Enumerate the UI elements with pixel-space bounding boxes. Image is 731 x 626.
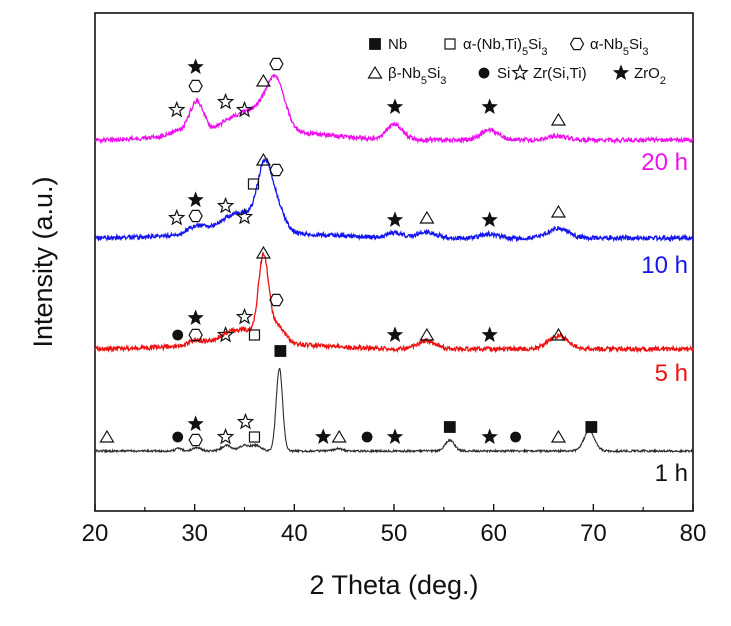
marker-20h-filled-star-2 [187,58,204,74]
marker-1h-filled-square-7 [274,345,287,357]
marker-5h-open-star-3 [216,325,235,343]
legend-label-2: α-Nb5Si3 [590,36,648,58]
marker-1h-filled-star-3 [187,415,204,431]
x-tick-label-70: 70 [580,520,607,547]
legend-symbol-open-triangle [367,65,383,79]
marker-1h-filled-star-13 [481,428,498,444]
x-tick-label-20: 20 [82,520,109,547]
marker-20h-open-star-0 [167,100,186,118]
marker-1h-filled-circle-10 [361,431,373,443]
legend: Nb α-(Nb,Ti)5Si3 α-Nb5Si3 β-Nb5Si3 Si Zr(Si,T… [367,36,666,87]
marker-1h-open-triangle-9 [331,429,347,443]
marker-1h-open-star-5 [236,412,255,430]
series-label-5h: 5 h [655,360,688,387]
series-line-10h [94,157,694,243]
x-tick-label-60: 60 [480,520,507,547]
marker-20h-filled-star-8 [481,98,498,114]
marker-5h-open-star-4 [235,307,254,325]
series-line-20h [94,73,694,145]
legend-label-6: ZrO2 [634,65,666,87]
marker-1h-filled-square-16 [585,421,598,433]
marker-1h-filled-circle-1 [172,431,184,443]
marker-1h-open-triangle-15 [550,429,567,443]
marker-10h-open-triangle-9 [419,210,435,224]
x-tick-label-50: 50 [381,520,408,547]
legend-label-4: Si [497,65,510,82]
marker-5h-filled-star-8 [386,326,404,342]
legend-label-1: α-(Nb,Ti)5Si3 [463,36,548,58]
marker-20h-open-hexagon-6 [269,57,284,71]
legend-symbol-filled-star [612,64,630,80]
marker-10h-open-star-0 [167,208,186,226]
marker-5h-filled-star-2 [187,309,204,325]
marker-20h-open-star-3 [216,92,235,110]
legend-symbol-open-square [444,38,456,50]
x-axis-title: 2 Theta (deg.) [309,570,478,600]
series-label-10h: 10 h [641,252,688,279]
marker-10h-open-square-5 [247,178,260,190]
legend-label-5: Zr(Si,Ti) [533,65,587,82]
x-axis: 20 30 40 50 60 70 80 [82,504,707,547]
x-tick-label-40: 40 [281,520,308,547]
marker-5h-filled-circle-0 [172,329,184,341]
series-line-1h [94,368,694,454]
marker-20h-filled-star-7 [386,98,404,114]
marker-5h-open-square-5 [248,329,261,341]
xrd-curves: 1 h 5 h 10 h 20 h [94,73,694,487]
marker-1h-filled-square-12 [443,421,456,433]
marker-10h-filled-star-2 [187,191,204,207]
marker-20h-open-star-4 [235,100,254,118]
legend-symbol-open-hexagon [569,37,585,51]
y-axis-title: Intensity (a.u.) [28,176,58,347]
marker-10h-open-triangle-11 [550,204,567,218]
x-tick-label-80: 80 [680,520,707,547]
marker-5h-open-triangle-6 [255,245,271,259]
marker-5h-open-triangle-11 [550,327,567,341]
marker-10h-open-star-3 [216,196,235,214]
marker-20h-open-triangle-5 [255,73,271,87]
marker-5h-open-triangle-9 [419,327,435,341]
marker-1h-open-star-4 [216,427,235,445]
legend-label-3: β-Nb5Si3 [388,65,446,87]
marker-10h-open-star-4 [235,207,254,225]
marker-10h-open-hexagon-1 [188,209,203,223]
marker-1h-filled-star-8 [315,428,332,444]
legend-symbol-filled-circle [478,67,490,79]
marker-1h-filled-star-11 [386,428,404,444]
series-line-5h [94,252,694,354]
marker-5h-filled-star-10 [481,326,498,342]
marker-1h-open-hexagon-2 [188,433,203,447]
marker-20h-open-triangle-9 [550,112,567,126]
marker-10h-open-triangle-6 [255,152,271,166]
marker-20h-open-hexagon-1 [188,79,203,93]
marker-10h-open-hexagon-7 [269,163,284,177]
marker-1h-open-square-6 [248,431,261,443]
marker-1h-filled-circle-14 [510,431,521,443]
marker-1h-open-triangle-0 [99,429,115,443]
x-tick-label-30: 30 [181,520,208,547]
legend-symbol-open-star [511,63,529,81]
legend-symbol-filled-square [369,38,381,50]
phase-markers [99,57,598,447]
series-label-20h: 20 h [641,149,688,176]
marker-5h-open-hexagon-7 [269,293,284,307]
legend-label-0: Nb [388,36,407,53]
marker-10h-filled-star-8 [386,211,404,227]
marker-5h-open-hexagon-1 [188,328,203,342]
series-label-1h: 1 h [655,460,688,487]
marker-10h-filled-star-10 [481,211,498,227]
